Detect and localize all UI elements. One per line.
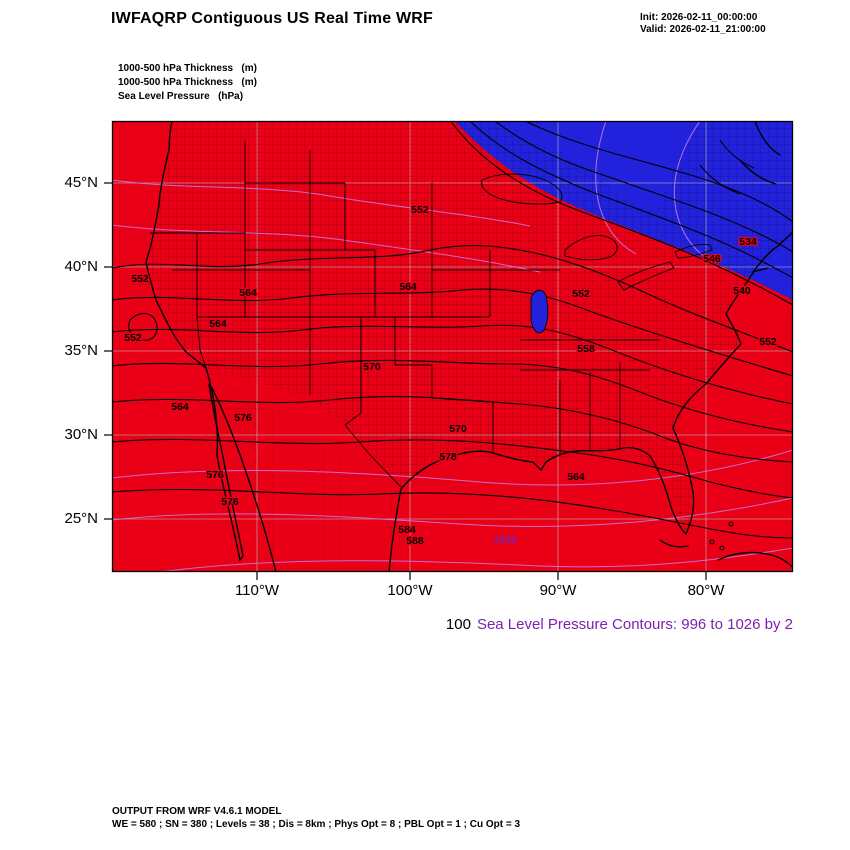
thickness-contour-label: 564 [239,287,257,299]
caption-text: Sea Level Pressure Contours: 996 to 1026… [476,616,793,633]
thickness-contour-label: 570 [449,423,467,435]
legend-thickness-2: 1000-500 hPa Thickness (m) [118,77,257,88]
thickness-contour-label: 576 [206,469,224,481]
y-axis-label-25n: 25°N [64,510,98,527]
model-config-footer: OUTPUT FROM WRF V4.6.1 MODEL WE = 580 ; … [112,806,520,831]
footer-model-line: OUTPUT FROM WRF V4.6.1 MODEL [112,806,282,817]
thickness-contour-label: 564 [399,281,417,293]
thickness-contour-label: 578 [439,451,457,463]
x-axis-label-100w: 100°W [387,582,433,599]
x-axis-label-110w: 110°W [234,582,280,599]
thickness-contour-label: 570 [363,361,381,373]
thickness-contour-label: 564 [171,401,189,413]
wrf-forecast-map: 552 552 552 564 564 564 552 564 576 570 576 576 578 5… [104,120,794,580]
map-canvas: 552 552 552 564 564 564 552 564 576 570 576 576 578 5… [112,121,793,572]
lake-michigan [530,289,549,334]
slp-contours [112,121,793,572]
init-time: Init: 2026-02-11_00:00:00 [640,12,758,23]
lake-huron [564,235,618,261]
thickness-contour-label: 552 [131,273,149,285]
lake-erie [617,261,675,291]
thickness-contour-label: 552 [124,332,142,344]
thickness-contour-label: 564 [567,471,585,483]
thickness-contour-label: 588 [406,535,424,547]
slp-contour-label: 1026 [493,534,517,546]
footer-config-line: WE = 580 ; SN = 380 ; Levels = 38 ; Dis … [112,818,521,830]
state-boundaries [150,140,660,488]
thickness-contour-label: 552 [759,336,777,348]
great-lakes [481,173,713,334]
thickness-contour-label: 534 [739,236,757,248]
thickness-contour-label: 576 [221,496,239,508]
thickness-contour-label: 552 [411,204,429,216]
us-county-boundaries [146,121,793,534]
page-title: IWFAQRP Contiguous US Real Time WRF [111,10,433,27]
y-axis-label-45n: 45°N [64,174,98,191]
mexico-boundaries [206,368,401,572]
model-run-times: Init: 2026-02-11_00:00:00 Valid: 2026-02… [640,12,766,36]
y-axis-label-35n: 35°N [64,342,98,359]
legend-slp: Sea Level Pressure (hPa) [118,91,244,102]
thickness-contours [112,121,793,539]
field-legend: 1000-500 hPa Thickness (m) 1000-500 hPa … [118,62,257,104]
lake-superior [481,173,563,205]
y-axis-label-40n: 40°N [64,258,98,275]
y-axis-label-30n: 30°N [64,426,98,443]
thickness-contour-label: 546 [703,253,721,265]
coastlines [145,121,793,572]
thickness-contour-label: 558 [577,343,595,355]
thickness-contour-label: 584 [398,524,416,536]
thickness-contour-label: 576 [234,412,252,424]
slp-contour-caption: 100 Sea Level Pressure Contours: 996 to 1… [112,616,793,633]
caption-prefix: 100 [445,616,471,633]
valid-time: Valid: 2026-02-11_21:00:00 [640,24,766,35]
legend-thickness-1: 1000-500 hPa Thickness (m) [118,63,257,74]
x-axis-label-90w: 90°W [539,582,577,599]
contour-labels-layer: 552 552 552 564 564 564 552 564 576 570 576 576 578 5… [123,203,778,549]
axis-ticks [104,182,707,580]
map-border [111,120,794,573]
x-axis-label-80w: 80°W [687,582,725,599]
thickness-contour-label: 564 [209,318,227,330]
thickness-contour-label: 552 [572,288,590,300]
thickness-contour-label: 540 [733,285,751,297]
lake-ontario [674,243,713,259]
